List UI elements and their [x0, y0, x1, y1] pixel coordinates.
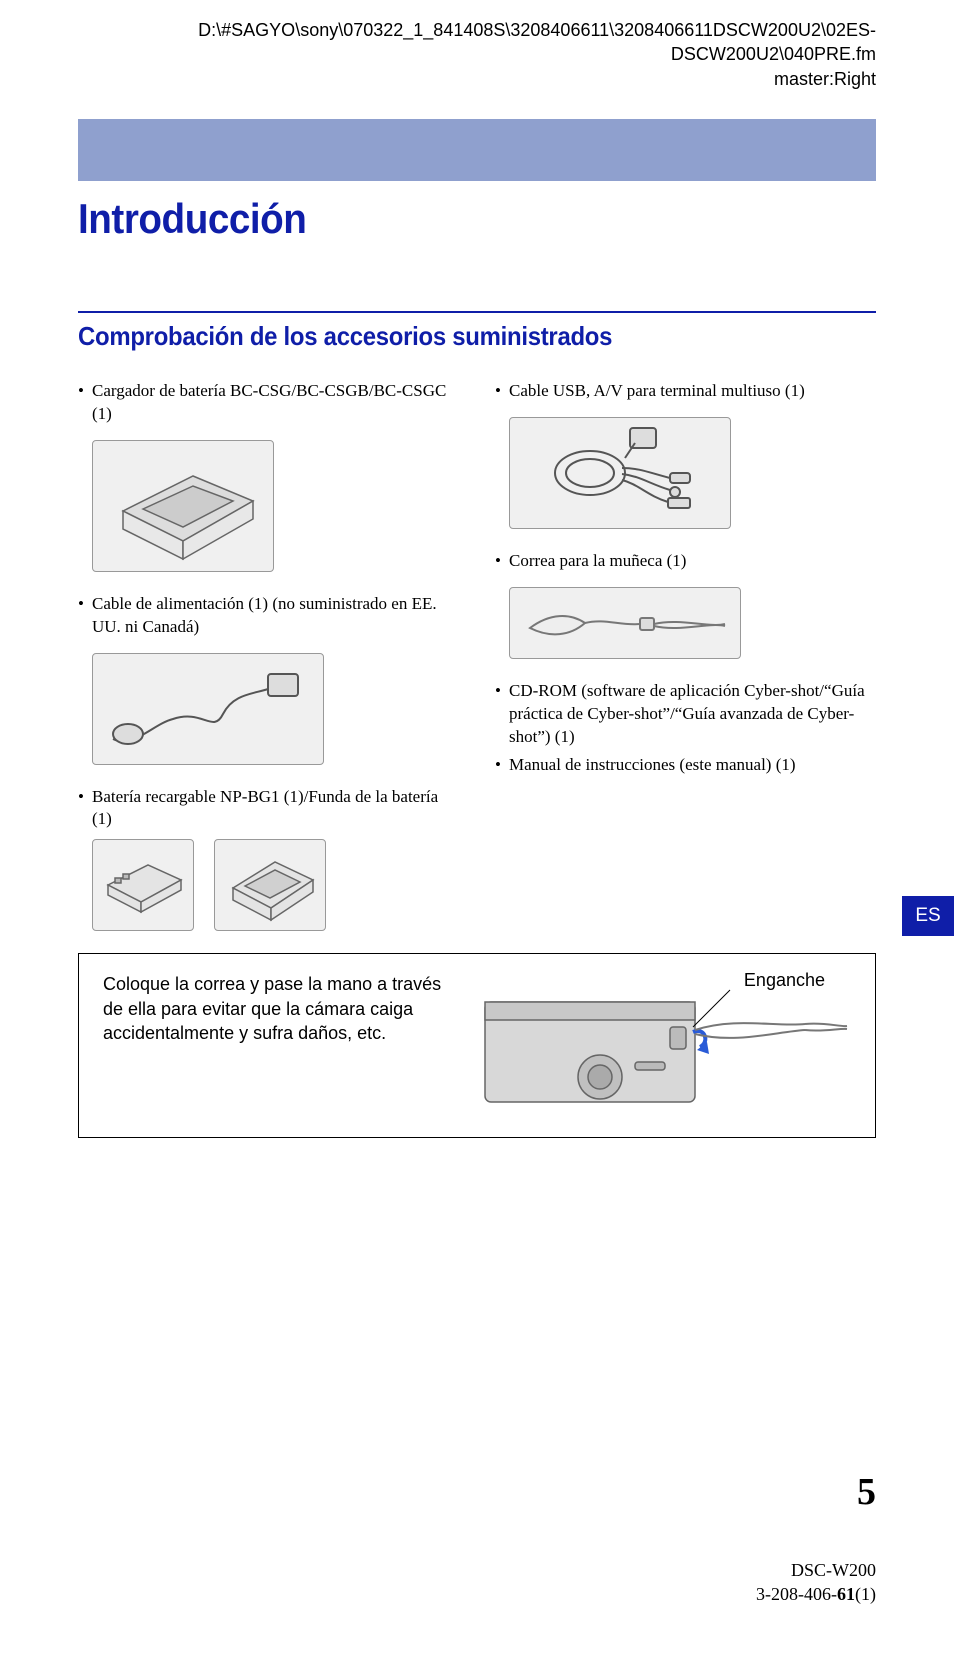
page-number: 5 [857, 1470, 876, 1514]
list-item: Cargador de batería BC-CSG/BC-CSGB/BC-CS… [78, 380, 459, 426]
callout-text: Coloque la correa y pase la mano a travé… [103, 972, 447, 1118]
language-tab: ES [902, 896, 954, 936]
bullet-icon [78, 593, 92, 639]
bullet-icon [78, 380, 92, 426]
list-item: Manual de instrucciones (este manual) (1… [495, 754, 876, 777]
chapter-bar [78, 119, 876, 181]
hook-label: Enganche [744, 968, 825, 992]
header-file-path: D:\#SAGYO\sony\070322_1_841408S\32084066… [0, 0, 954, 91]
item-text: Cargador de batería BC-CSG/BC-CSGB/BC-CS… [92, 380, 459, 426]
list-item: Cable de alimentación (1) (no suministra… [78, 593, 459, 639]
power-cord-illustration [92, 653, 324, 765]
section-title: Comprobación de los accesorios suministr… [78, 321, 812, 352]
list-item: CD-ROM (software de aplicación Cyber-sho… [495, 680, 876, 749]
camera-hook-illustration: Enganche [475, 972, 855, 1118]
bullet-icon [495, 754, 509, 777]
item-text: Correa para la muñeca (1) [509, 550, 686, 573]
list-item: Cable USB, A/V para terminal multiuso (1… [495, 380, 876, 403]
wrist-strap-illustration [509, 587, 741, 659]
path-line-1: D:\#SAGYO\sony\070322_1_841408S\32084066… [0, 18, 876, 42]
language-code: ES [915, 905, 940, 927]
list-item: Correa para la muñeca (1) [495, 550, 876, 573]
bullet-icon [78, 786, 92, 832]
strap-callout: Coloque la correa y pase la mano a travé… [78, 953, 876, 1137]
left-column: Cargador de batería BC-CSG/BC-CSGB/BC-CS… [78, 380, 459, 932]
bullet-icon [495, 550, 509, 573]
section-divider [78, 311, 876, 313]
charger-illustration [92, 440, 274, 572]
accessories-columns: Cargador de batería BC-CSG/BC-CSGB/BC-CS… [78, 380, 876, 932]
list-item: Batería recargable NP-BG1 (1)/Funda de l… [78, 786, 459, 832]
item-text: Cable de alimentación (1) (no suministra… [92, 593, 459, 639]
footer-docnum: 3-208-406-61(1) [756, 1583, 876, 1606]
path-line-2: DSCW200U2\040PRE.fm [0, 42, 876, 66]
usb-av-cable-illustration [509, 417, 731, 529]
battery-illustrations [92, 839, 459, 931]
right-column: Cable USB, A/V para terminal multiuso (1… [495, 380, 876, 932]
item-text: Cable USB, A/V para terminal multiuso (1… [509, 380, 805, 403]
item-text: Manual de instrucciones (este manual) (1… [509, 754, 796, 777]
bullet-icon [495, 380, 509, 403]
chapter-title: Introducción [78, 195, 812, 243]
footer-model: DSC-W200 [756, 1559, 876, 1582]
item-text: Batería recargable NP-BG1 (1)/Funda de l… [92, 786, 459, 832]
bullet-icon [495, 680, 509, 749]
item-text: CD-ROM (software de aplicación Cyber-sho… [509, 680, 876, 749]
footer: DSC-W200 3-208-406-61(1) [756, 1559, 876, 1606]
master-label: master:Right [0, 67, 876, 91]
